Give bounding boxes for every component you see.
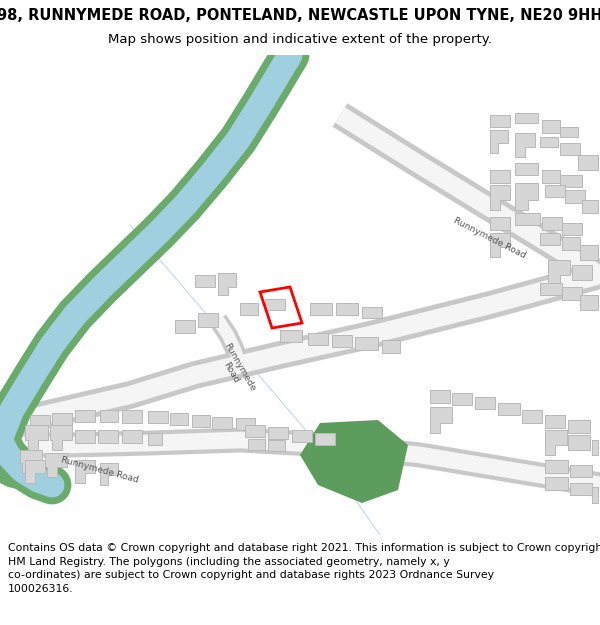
Text: Runnymede
Road: Runnymede Road (213, 342, 257, 398)
Polygon shape (45, 453, 67, 477)
Polygon shape (540, 233, 560, 245)
Polygon shape (122, 410, 142, 423)
Polygon shape (148, 411, 168, 423)
Polygon shape (515, 163, 538, 175)
Polygon shape (75, 430, 95, 443)
Polygon shape (560, 143, 580, 155)
Polygon shape (308, 333, 328, 345)
Polygon shape (582, 200, 598, 213)
Polygon shape (212, 417, 232, 429)
Polygon shape (540, 283, 562, 295)
Polygon shape (198, 313, 218, 327)
Polygon shape (542, 120, 560, 133)
Polygon shape (560, 127, 578, 137)
Polygon shape (50, 425, 72, 450)
Polygon shape (362, 307, 382, 318)
Polygon shape (592, 487, 598, 503)
Polygon shape (542, 217, 562, 230)
Polygon shape (515, 113, 538, 123)
Polygon shape (265, 299, 285, 310)
Text: Map shows position and indicative extent of the property.: Map shows position and indicative extent… (108, 34, 492, 46)
Polygon shape (515, 133, 535, 157)
Polygon shape (580, 295, 598, 310)
Polygon shape (545, 430, 567, 455)
Polygon shape (562, 287, 582, 300)
Polygon shape (578, 155, 598, 170)
Polygon shape (98, 430, 118, 443)
Polygon shape (515, 213, 540, 225)
Polygon shape (475, 397, 495, 409)
Polygon shape (562, 223, 582, 235)
Polygon shape (122, 430, 142, 443)
Polygon shape (268, 427, 288, 439)
Polygon shape (192, 415, 210, 427)
Polygon shape (195, 275, 215, 287)
Text: Runnymede Road: Runnymede Road (452, 216, 527, 260)
Polygon shape (75, 460, 95, 483)
Polygon shape (248, 439, 265, 450)
Polygon shape (218, 273, 236, 295)
Polygon shape (592, 440, 598, 455)
Polygon shape (542, 170, 560, 183)
Polygon shape (25, 425, 48, 450)
Polygon shape (430, 390, 450, 403)
Polygon shape (548, 260, 570, 287)
Polygon shape (280, 330, 302, 342)
Polygon shape (25, 460, 45, 483)
Polygon shape (545, 460, 568, 473)
Polygon shape (100, 410, 118, 422)
Polygon shape (20, 450, 42, 473)
Polygon shape (572, 265, 592, 280)
Polygon shape (490, 233, 510, 257)
Polygon shape (236, 418, 255, 430)
Polygon shape (545, 477, 568, 490)
Polygon shape (315, 433, 335, 445)
Polygon shape (498, 403, 520, 415)
Polygon shape (268, 440, 285, 451)
Polygon shape (490, 115, 510, 127)
Polygon shape (336, 303, 358, 315)
Polygon shape (75, 410, 95, 422)
Polygon shape (570, 465, 592, 477)
Polygon shape (580, 245, 598, 260)
Polygon shape (300, 420, 408, 503)
Polygon shape (430, 407, 452, 433)
Text: Contains OS data © Crown copyright and database right 2021. This information is : Contains OS data © Crown copyright and d… (8, 543, 600, 594)
Polygon shape (245, 425, 265, 437)
Polygon shape (515, 183, 538, 210)
Polygon shape (170, 413, 188, 425)
Polygon shape (490, 170, 510, 183)
Polygon shape (100, 463, 118, 485)
Polygon shape (382, 340, 400, 353)
Polygon shape (490, 217, 510, 230)
Polygon shape (240, 303, 258, 315)
Polygon shape (490, 130, 508, 153)
Polygon shape (292, 430, 312, 442)
Polygon shape (452, 393, 472, 405)
Polygon shape (540, 137, 558, 147)
Polygon shape (565, 190, 585, 203)
Polygon shape (332, 335, 352, 347)
Polygon shape (0, 465, 28, 490)
Polygon shape (545, 185, 565, 197)
Polygon shape (560, 175, 582, 187)
Polygon shape (310, 303, 332, 315)
Polygon shape (522, 410, 542, 423)
Polygon shape (148, 433, 162, 445)
Polygon shape (570, 483, 592, 495)
Polygon shape (568, 420, 590, 433)
Polygon shape (562, 237, 580, 250)
Text: 98, RUNNYMEDE ROAD, PONTELAND, NEWCASTLE UPON TYNE, NE20 9HH: 98, RUNNYMEDE ROAD, PONTELAND, NEWCASTLE… (0, 8, 600, 22)
Polygon shape (175, 320, 195, 333)
Polygon shape (568, 435, 590, 450)
Polygon shape (490, 185, 510, 210)
Polygon shape (545, 415, 565, 428)
Text: Runnymede Road: Runnymede Road (61, 456, 140, 484)
Polygon shape (30, 415, 50, 427)
Polygon shape (355, 337, 378, 350)
Polygon shape (52, 413, 72, 425)
